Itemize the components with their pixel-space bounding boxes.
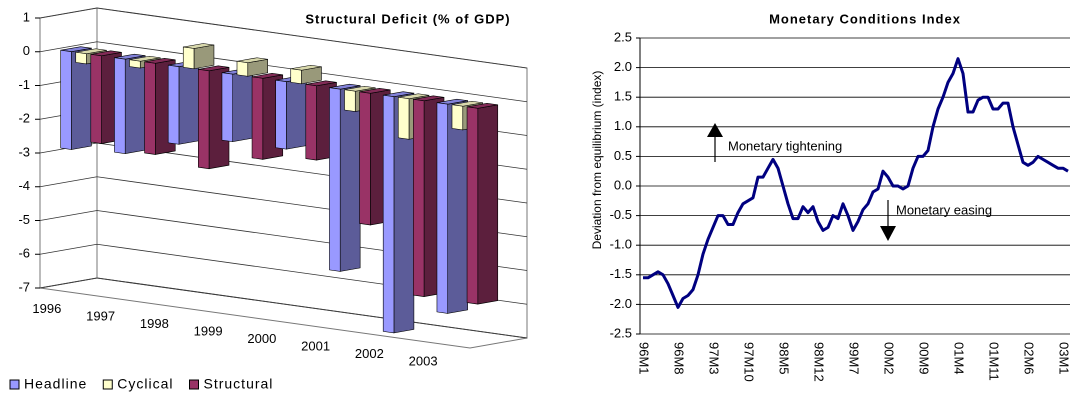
bar xyxy=(305,84,317,161)
bar-side xyxy=(477,104,499,305)
bar xyxy=(129,59,141,69)
y-tick-label: -2.0 xyxy=(610,296,632,311)
x-tick-label: 01M11 xyxy=(987,342,1002,381)
bar xyxy=(221,72,233,142)
bar xyxy=(451,104,464,131)
x-tick-label: 97M3 xyxy=(707,342,722,375)
chart-title: Structural Deficit (% of GDP) xyxy=(305,11,510,26)
x-tick-label: 2002 xyxy=(355,346,384,361)
legend-label: Headline xyxy=(24,376,87,392)
bar-side xyxy=(286,77,307,150)
x-tick-label: 2000 xyxy=(247,331,276,346)
y-tick-label: 1 xyxy=(23,9,30,24)
x-tick-label: 1997 xyxy=(86,309,115,324)
y-tick-label: -2 xyxy=(18,111,30,126)
bar-side xyxy=(193,44,215,70)
bar-side xyxy=(232,70,253,143)
bar xyxy=(382,94,395,334)
bar xyxy=(198,69,210,170)
x-tick-label: 98M5 xyxy=(777,342,792,375)
x-tick-label: 99M7 xyxy=(847,342,862,375)
bar xyxy=(144,61,156,155)
y-tick-label: -3 xyxy=(18,144,30,159)
y-tick-label: 0 xyxy=(23,43,30,58)
legend-swatch xyxy=(102,379,113,390)
y-tick-label: -2.5 xyxy=(610,325,632,340)
bar xyxy=(359,91,371,226)
x-tick-label: 2003 xyxy=(409,354,438,369)
bar xyxy=(412,99,425,297)
annotation: Monetary easing xyxy=(896,202,992,217)
arrow-head xyxy=(707,123,723,137)
x-tick-label: 02M6 xyxy=(1022,342,1037,375)
y-tick-label: -1.0 xyxy=(610,237,632,252)
x-tick-label: 2001 xyxy=(301,339,330,354)
y-tick-label: -5 xyxy=(18,212,30,227)
y-tick-label: -4 xyxy=(18,178,30,193)
y-tick-label: 1.5 xyxy=(614,89,632,104)
bar-side xyxy=(124,55,146,155)
x-tick-label: 00M2 xyxy=(882,342,897,375)
bar xyxy=(60,49,72,150)
y-tick-label: -0.5 xyxy=(610,207,632,222)
bar-side xyxy=(447,100,468,314)
bar xyxy=(90,54,102,144)
legend-label: Cyclical xyxy=(117,376,173,392)
arrow-head xyxy=(880,226,896,241)
x-tick-label: 96M1 xyxy=(637,342,652,375)
legend-swatch xyxy=(9,379,20,390)
y-tick-label: -6 xyxy=(18,246,30,261)
bar xyxy=(275,79,287,150)
x-tick-label: 97M10 xyxy=(742,342,757,382)
bar xyxy=(167,64,180,145)
x-tick-label: 00M9 xyxy=(917,342,932,375)
x-tick-label: 98M12 xyxy=(812,342,827,382)
x-tick-label: 01M4 xyxy=(952,342,967,375)
bar-side xyxy=(178,62,200,145)
bar xyxy=(236,60,249,77)
grid-line xyxy=(39,41,528,103)
bar xyxy=(436,102,449,314)
bar xyxy=(114,57,126,154)
legend-swatch xyxy=(189,379,199,390)
chart-title: Monetary Conditions Index xyxy=(769,11,961,26)
y-tick-label: 2.5 xyxy=(614,29,632,44)
y-tick-label: -1.5 xyxy=(610,266,632,281)
y-tick-label: 1.0 xyxy=(614,118,632,133)
annotation: Monetary tightening xyxy=(728,138,842,153)
bar xyxy=(329,87,341,272)
legend-label: Structural xyxy=(204,376,274,392)
x-tick-label: 1999 xyxy=(194,324,223,339)
bar xyxy=(466,106,479,305)
x-tick-label: 1996 xyxy=(32,301,61,316)
x-tick-label: 03M1 xyxy=(1057,342,1072,375)
bar xyxy=(397,96,410,140)
bar xyxy=(75,51,87,65)
x-tick-label: 96M8 xyxy=(672,342,687,375)
bar xyxy=(344,89,356,112)
line xyxy=(643,57,1069,309)
y-tick-label: 0.0 xyxy=(614,177,632,192)
y-tick-label: -1 xyxy=(18,77,30,92)
bar xyxy=(251,76,264,160)
bar xyxy=(182,46,195,70)
y-axis-title: Deviation from equilibrium (index) xyxy=(590,71,604,250)
grid-line xyxy=(39,7,528,69)
y-tick-label: 0.5 xyxy=(614,148,632,163)
bar xyxy=(290,68,302,85)
y-tick-label: 2.0 xyxy=(614,59,632,74)
bar-side xyxy=(339,85,361,272)
x-tick-label: 1998 xyxy=(140,316,169,331)
y-tick-label: -7 xyxy=(18,279,30,294)
